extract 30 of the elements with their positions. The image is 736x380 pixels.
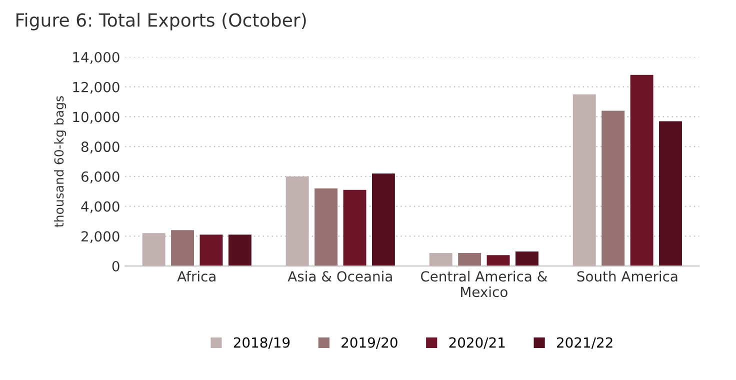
y-tick-label: 6,000 — [81, 171, 120, 184]
bar — [372, 173, 395, 266]
y-tick-label: 8,000 — [81, 142, 120, 154]
y-tick-label: 12,000 — [73, 82, 120, 94]
legend-label: 2019/20 — [342, 337, 398, 349]
bar — [659, 121, 682, 266]
y-tick-label: 2,000 — [82, 231, 120, 244]
bar — [228, 234, 252, 266]
bar — [486, 255, 510, 266]
legend-label: 2020/21 — [449, 337, 505, 349]
bar — [343, 190, 366, 266]
x-tick-label: South America — [577, 270, 678, 282]
y-tick-label: 4,000 — [81, 201, 120, 214]
y-axis-title: thousand 60-kg bags — [54, 96, 66, 228]
y-tick-label: 10,000 — [73, 112, 120, 124]
y-tick-label: 14,000 — [73, 52, 120, 64]
legend-label: 2021/22 — [556, 337, 612, 349]
x-tick-label: Africa — [177, 270, 216, 282]
x-tick-label: Asia & Oceania — [288, 270, 392, 282]
bar — [458, 253, 482, 266]
bar — [200, 234, 223, 266]
bar — [171, 230, 194, 266]
bar — [515, 252, 538, 266]
chart-title: Figure 6: Total Exports (October) — [16, 12, 306, 30]
bar — [602, 110, 625, 266]
legend-label: 2018/19 — [234, 337, 290, 349]
bar — [314, 188, 338, 266]
bar — [630, 74, 654, 266]
x-tick-label: Central America & Mexico — [420, 270, 548, 298]
y-tick-label: 0 — [112, 260, 120, 272]
